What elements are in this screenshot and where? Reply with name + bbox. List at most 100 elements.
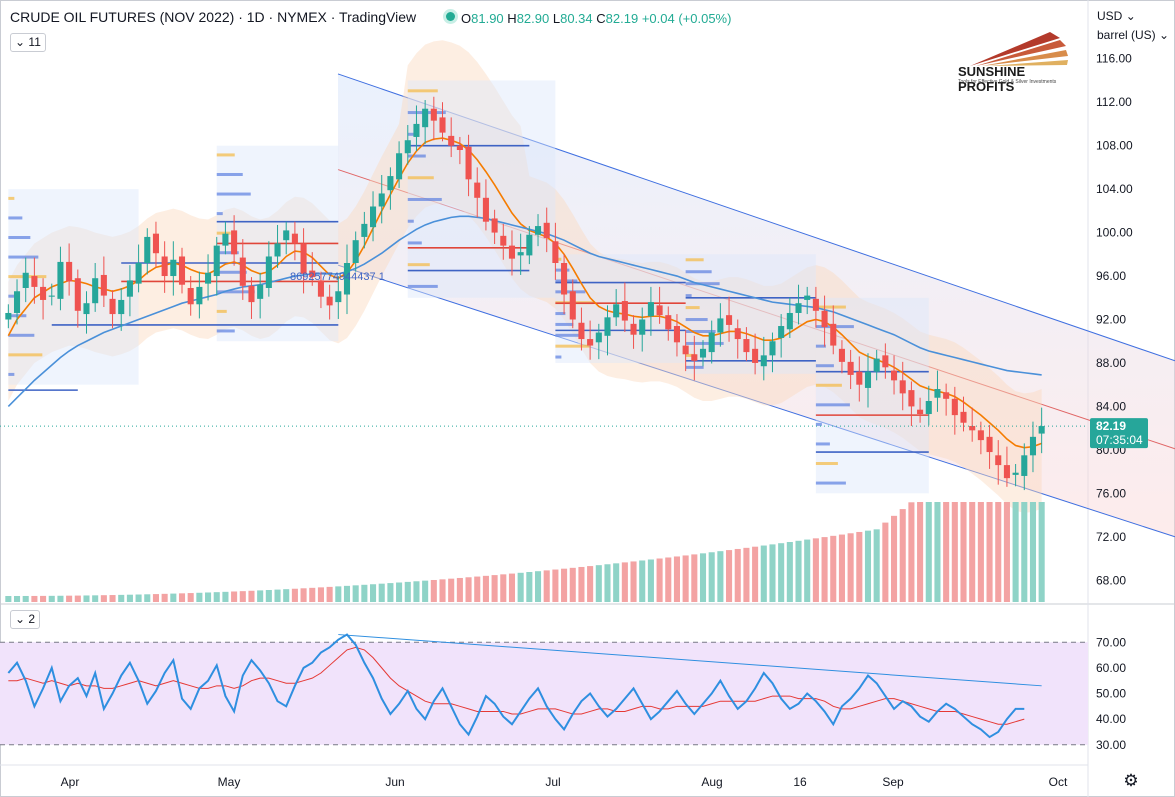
logo-rays-icon	[970, 32, 1068, 66]
volume-profile-box	[8, 189, 139, 385]
volume-bar	[456, 577, 463, 602]
volume-bar	[856, 531, 863, 602]
ohlc-close: 82.19	[605, 11, 639, 26]
candle-body	[422, 108, 429, 128]
candle-body	[960, 411, 967, 423]
candle-body	[500, 235, 507, 246]
candle-body	[335, 291, 342, 303]
countdown-label: 07:35:04	[1096, 433, 1143, 447]
candle-body	[917, 409, 924, 415]
candle-body	[170, 259, 177, 277]
volume-bar	[517, 572, 524, 602]
candle-body	[118, 299, 125, 315]
candle-body	[812, 298, 819, 311]
candle-body	[604, 317, 611, 336]
candle-body	[934, 389, 941, 398]
ohlc-h-label: H	[507, 11, 517, 26]
candle-body	[265, 256, 272, 288]
volume-bar	[413, 581, 420, 602]
candle-body	[300, 243, 307, 274]
volume-bar	[682, 555, 689, 602]
volume-bar	[908, 502, 915, 602]
envelope-band	[8, 40, 1042, 513]
logo-name: SUNSHINE PROFITS	[958, 64, 1026, 94]
candle-body	[561, 263, 568, 295]
candle-body	[205, 272, 212, 284]
candle-body	[673, 326, 680, 343]
volume-profile-bar	[407, 176, 434, 180]
candle-body	[899, 380, 906, 394]
indicators-toggle-rsi[interactable]: ⌄ 2	[10, 610, 41, 629]
candle-body	[283, 230, 290, 241]
volume-profile-bar	[216, 270, 247, 274]
volume-profile-bar	[685, 270, 712, 274]
volume-bar	[986, 502, 993, 602]
volume-bar	[760, 545, 767, 602]
volume-profile-bar	[407, 154, 426, 158]
candle-body	[578, 322, 585, 340]
price-tick-label: 72.00	[1096, 530, 1126, 544]
price-tick-label: 100.00	[1096, 226, 1133, 240]
volume-bar	[239, 591, 246, 602]
currency-select[interactable]: USD ⌄	[1097, 9, 1136, 23]
volume-bar	[604, 564, 611, 602]
volume-bar	[899, 509, 906, 602]
candle-body	[387, 176, 394, 191]
candle-body	[1003, 465, 1010, 479]
volume-bar	[917, 502, 924, 602]
candle-body	[569, 291, 576, 320]
volume-profile-bar	[407, 197, 442, 201]
volume-profile-bar	[815, 364, 834, 368]
price-tick-label: 92.00	[1096, 313, 1126, 327]
volume-bar	[951, 502, 958, 602]
ohlc-low: 80.34	[560, 11, 593, 26]
volume-bar	[274, 589, 281, 602]
volume-profile-bar	[8, 255, 39, 259]
indicators-toggle-main[interactable]: ⌄ 11	[10, 33, 46, 52]
volume-profile-bar	[685, 306, 700, 310]
volume-profile-bar	[216, 329, 235, 333]
candle-body	[595, 332, 602, 343]
volume-bar	[804, 539, 811, 602]
candle-body	[630, 323, 637, 335]
volume-bar	[361, 584, 368, 602]
candle-body	[925, 400, 932, 415]
volume-bar	[708, 552, 715, 602]
time-tick-label: Sep	[882, 775, 904, 789]
volume-bar	[639, 560, 646, 602]
volume-bar	[40, 595, 47, 602]
candle-body	[847, 361, 854, 375]
candle-body	[396, 153, 403, 180]
volume-profile-bar	[216, 309, 227, 313]
volume-bar	[795, 540, 802, 602]
candle-body	[691, 354, 698, 361]
volume-profile-bar	[815, 344, 826, 348]
ohlc-c-label: C	[596, 11, 606, 26]
unit-select[interactable]: barrel (US) ⌄	[1097, 28, 1169, 42]
candle-body	[74, 278, 81, 311]
volume-bar	[587, 566, 594, 602]
candle-body	[1012, 472, 1019, 475]
volume-bar	[960, 502, 967, 602]
volume-bar	[396, 582, 403, 602]
candle-body	[196, 286, 203, 305]
volume-bar	[613, 563, 620, 602]
volume-bar	[187, 593, 194, 602]
volume-bar	[144, 594, 151, 602]
volume-bar	[448, 578, 455, 602]
candle-body	[1029, 436, 1037, 456]
volume-bar	[352, 585, 359, 602]
volume-bar	[66, 595, 73, 602]
volume-bar	[943, 502, 950, 602]
candle-body	[830, 323, 837, 346]
candle-body	[430, 108, 437, 121]
candle-body	[995, 455, 1002, 466]
candle-body	[109, 298, 116, 315]
price-tick-label: 104.00	[1096, 182, 1133, 196]
settings-gear-icon[interactable]: ⚙	[1123, 771, 1139, 790]
channel-lower-line	[337, 264, 1175, 538]
volume-profile-bar	[407, 263, 430, 267]
candle-body	[986, 436, 993, 453]
rsi-line	[7, 633, 1025, 739]
